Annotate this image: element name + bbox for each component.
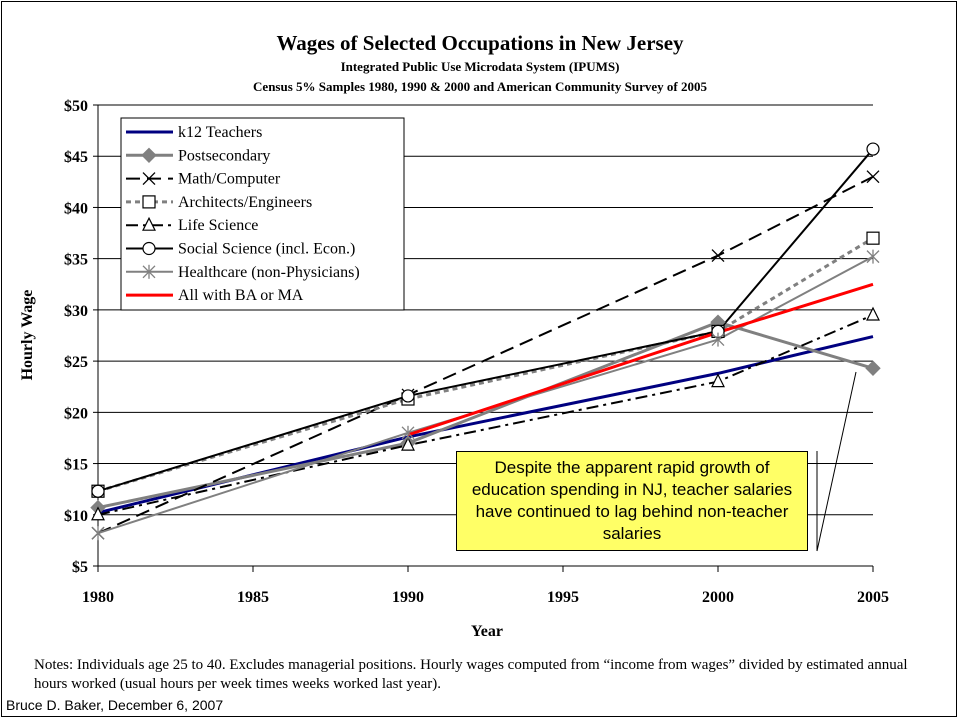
- data-point-social-science-incl-econ: [401, 389, 415, 403]
- x-tick-label: 1985: [237, 589, 269, 606]
- legend-label: k12 Teachers: [178, 124, 262, 141]
- legend-box: [120, 117, 405, 311]
- data-point-healthcare-non-physicians: [866, 249, 880, 264]
- y-tick-label: $45: [64, 149, 88, 166]
- series-line-math-computer: [97, 175, 874, 535]
- y-tick-label: $20: [64, 405, 88, 422]
- legend-marker-math-computer: [142, 172, 156, 186]
- callout-annotation: Despite the apparent rapid growth of edu…: [456, 451, 808, 551]
- data-point-architects-engineers: [866, 231, 880, 245]
- series-line-architects-engineers: [97, 236, 874, 493]
- legend-label: Healthcare (non-Physicians): [178, 264, 360, 281]
- callout-pointer: [816, 371, 857, 552]
- series-markers: [90, 142, 881, 541]
- x-tick-label: 1995: [547, 589, 579, 606]
- y-tick-label: $30: [64, 303, 88, 320]
- data-point-math-computer: [866, 170, 880, 184]
- series-line-life-science: [97, 314, 874, 516]
- data-point-healthcare-non-physicians: [91, 526, 105, 541]
- data-point-postsecondary: [865, 360, 881, 376]
- legend-label: Postsecondary: [178, 147, 270, 164]
- y-tick-label: $15: [64, 457, 88, 474]
- y-tick-label: $5: [72, 559, 88, 576]
- x-tick-label: 2000: [702, 589, 734, 606]
- chart-notes: Notes: Individuals age 25 to 40. Exclude…: [34, 657, 908, 692]
- data-point-healthcare-non-physicians: [401, 425, 415, 440]
- data-point-social-science-incl-econ: [866, 142, 880, 156]
- legend-marker-architects-engineers: [142, 195, 156, 209]
- legend-marker-postsecondary: [141, 147, 157, 164]
- data-point-life-science: [866, 306, 880, 321]
- x-tick-label: 1990: [392, 589, 424, 606]
- legend-label: Life Science: [178, 217, 258, 234]
- legend-marker-life-science: [142, 216, 156, 231]
- data-point-healthcare-non-physicians: [711, 332, 725, 347]
- data-point-social-science-incl-econ: [91, 484, 105, 498]
- chart-subtitle-1: Integrated Public Use Microdata System (…: [341, 59, 620, 74]
- y-tick-label: $35: [64, 252, 88, 269]
- legend-marker-social-science-incl-econ: [142, 241, 156, 256]
- y-axis-label: Hourly Wage: [19, 290, 36, 381]
- x-axis-label: Year: [471, 623, 503, 640]
- marker-stroke: [711, 249, 725, 263]
- y-tick-label: $25: [64, 354, 88, 371]
- y-tick-label: $40: [64, 200, 88, 217]
- data-point-life-science: [401, 436, 415, 451]
- marker-stroke: [866, 170, 880, 184]
- legend-label: All with BA or MA: [178, 287, 304, 304]
- author-credit: Bruce D. Baker, December 6, 2007: [6, 697, 224, 713]
- legend-label: Architects/Engineers: [178, 194, 312, 211]
- data-point-math-computer: [711, 249, 725, 263]
- y-tick-label: $50: [64, 98, 88, 115]
- series-line-social-science-incl-econ: [97, 148, 874, 493]
- data-point-life-science: [711, 373, 725, 388]
- chart-title: Wages of Selected Occupations in New Jer…: [276, 31, 684, 55]
- x-tick-label: 1980: [82, 589, 114, 606]
- legend: k12 Teachers Postsecondary Math/Computer Ar…: [120, 117, 405, 311]
- legend-label: Math/Computer: [178, 171, 281, 188]
- y-tick-label: $10: [64, 508, 88, 525]
- marker-stroke: [142, 172, 156, 186]
- chart-subtitle-2: Census 5% Samples 1980, 1990 & 2000 and …: [253, 79, 707, 94]
- legend-label: Social Science (incl. Econ.): [178, 241, 355, 258]
- series-lines: [97, 148, 874, 535]
- series-line-healthcare-non-physicians: [97, 255, 874, 535]
- legend-marker-healthcare-non-physicians: [142, 264, 156, 279]
- x-tick-label: 2005: [857, 589, 889, 606]
- data-point-life-science: [91, 506, 105, 521]
